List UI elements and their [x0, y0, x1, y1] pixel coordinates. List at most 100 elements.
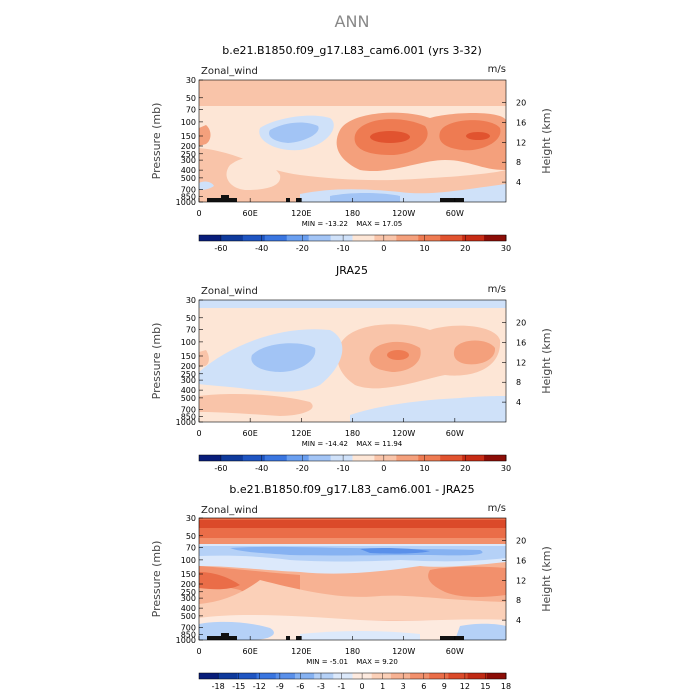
panel-2-contour-fill — [453, 340, 496, 365]
colorbar-swatch — [294, 673, 315, 679]
colorbar-swatch — [448, 673, 469, 679]
colorbar-label: 10 — [419, 464, 429, 473]
colorbar-swatch — [429, 673, 449, 679]
panel-1-title: b.e21.B1850.f09_g17.L83_cam6.001 (yrs 3-… — [222, 44, 482, 57]
figure-title: ANN — [335, 12, 370, 31]
panel-1-contour-fill — [199, 148, 506, 202]
panel-1-plot-area — [198, 79, 507, 203]
panel-1-contour-fill — [269, 122, 319, 143]
x-tick-label: 60W — [446, 647, 464, 656]
y-tick-label: 400 — [181, 166, 196, 175]
y-tick-label: 100 — [181, 556, 196, 565]
y-tick-label: 30 — [186, 76, 196, 85]
panel-2-axes: 0 60E 120E 180 120W 60W3050701001502002503004… — [176, 296, 527, 438]
panel-1-topography — [296, 198, 301, 202]
colorbar-swatch — [242, 235, 266, 241]
y-tick-label: 70 — [186, 105, 196, 114]
y-tick-label: 150 — [181, 570, 196, 579]
y-tick-label: 200 — [181, 580, 196, 589]
colorbar-label: 0 — [381, 464, 386, 473]
height-tick-label: 4 — [516, 616, 521, 625]
y-tick-label: 700 — [181, 406, 196, 415]
colorbar-swatch — [330, 455, 353, 461]
panel-1-axes: 0 60E 120E 180 120W 60W3050701001502002503004… — [176, 76, 527, 218]
colorbar-label: 15 — [480, 682, 490, 691]
y-tick-label: 1000 — [176, 418, 196, 427]
colorbar-swatch — [374, 455, 397, 461]
y-tick-label: 100 — [181, 338, 196, 347]
panel-1-topography — [440, 198, 464, 202]
panel-1-topography — [221, 195, 229, 198]
colorbar-swatch — [352, 455, 375, 461]
panel-1-ylabel: Pressure (mb) — [150, 103, 163, 180]
panel-3-topography — [296, 636, 301, 640]
colorbar-label: -60 — [214, 464, 227, 473]
panel-2-contour-fill — [350, 396, 506, 422]
panel-1-contour-fill — [330, 193, 400, 202]
colorbar-label: -3 — [317, 682, 325, 691]
colorbar-label: -60 — [214, 244, 227, 253]
y-tick-label: 500 — [181, 612, 196, 621]
colorbar-swatch — [352, 673, 373, 679]
colorbar-swatch — [410, 673, 430, 679]
colorbar-swatch — [440, 455, 463, 461]
y-tick-label: 30 — [186, 514, 196, 523]
colorbar-swatch — [308, 455, 331, 461]
x-tick-label: 0 — [196, 429, 201, 438]
colorbar-swatch — [220, 455, 244, 461]
colorbar-label: 1 — [380, 682, 385, 691]
y-tick-label: 50 — [186, 532, 196, 541]
colorbar-swatch — [286, 235, 310, 241]
y-tick-label: 850 — [181, 192, 196, 201]
colorbar-label: 18 — [501, 682, 511, 691]
panel-3-ylabel-right: Height (km) — [540, 546, 553, 612]
y-tick-label: 250 — [181, 588, 196, 597]
colorbar-label: 20 — [460, 464, 470, 473]
height-tick-label: 8 — [516, 378, 521, 387]
panel-3-contour-fill — [199, 520, 506, 528]
panel-3-contour-fill — [199, 621, 274, 640]
panel-2-units: m/s — [488, 284, 506, 295]
colorbar-swatch — [374, 235, 397, 241]
panel-1-contour-fill — [199, 125, 211, 146]
colorbar-swatch — [418, 455, 441, 461]
x-tick-label: 60W — [446, 429, 464, 438]
panel-3-contour-fill — [428, 566, 506, 597]
panel-1: b.e21.B1850.f09_g17.L83_cam6.001 (yrs 3-… — [150, 44, 553, 253]
y-tick-label: 850 — [181, 630, 196, 639]
height-tick-label: 16 — [516, 338, 526, 347]
colorbar-label: -20 — [296, 244, 309, 253]
panel-3-plot-area — [198, 517, 507, 641]
height-tick-label: 16 — [516, 556, 526, 565]
colorbar-swatch — [352, 235, 375, 241]
panel-3-topography — [207, 636, 237, 640]
x-tick-label: 120W — [392, 429, 415, 438]
y-tick-label: 1000 — [176, 636, 196, 645]
y-tick-label: 70 — [186, 325, 196, 334]
panel-1-variable-label: Zonal_wind — [201, 66, 258, 77]
y-tick-label: 100 — [181, 118, 196, 127]
y-tick-label: 150 — [181, 352, 196, 361]
panel-3-variable-label: Zonal_wind — [201, 505, 258, 516]
colorbar-label: -6 — [296, 682, 304, 691]
colorbar-swatch — [486, 673, 507, 679]
y-tick-label: 700 — [181, 186, 196, 195]
y-tick-label: 300 — [181, 156, 196, 165]
x-tick-label: 60E — [243, 209, 258, 218]
colorbar-swatch — [264, 235, 288, 241]
colorbar-swatch — [396, 235, 419, 241]
colorbar-swatch — [418, 235, 441, 241]
y-tick-label: 850 — [181, 412, 196, 421]
colorbar-swatch — [314, 673, 334, 679]
colorbar-label: 0 — [381, 244, 386, 253]
panel-3-title: b.e21.B1850.f09_g17.L83_cam6.001 - JRA25 — [229, 483, 474, 496]
y-tick-label: 50 — [186, 94, 196, 103]
colorbar-label: -40 — [255, 244, 268, 253]
panel-2-title: JRA25 — [335, 264, 368, 277]
panel-2-plot-area — [198, 299, 507, 423]
panel-2-contour-fill — [199, 350, 209, 367]
colorbar-label: 30 — [501, 244, 511, 253]
panel-3-contour-fill — [199, 580, 506, 620]
y-tick-label: 30 — [186, 296, 196, 305]
